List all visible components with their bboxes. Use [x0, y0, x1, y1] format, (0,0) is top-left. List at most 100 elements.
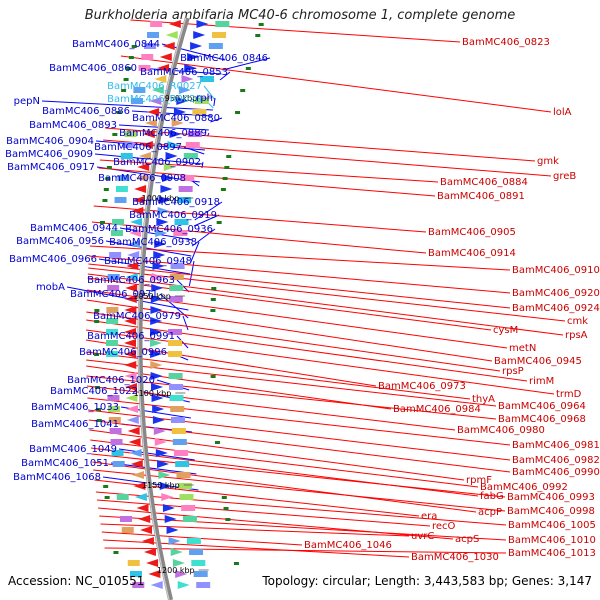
gene-block	[119, 516, 132, 522]
forward-gene-arrow	[177, 581, 190, 589]
left-gene-label[interactable]: BamMC406_1051	[21, 458, 109, 469]
right-gene-label[interactable]: BamMC406_0980	[457, 425, 545, 436]
right-gene-label[interactable]: BamMC406_0924	[512, 303, 600, 314]
right-gene-label[interactable]: BamMC406_0968	[498, 414, 586, 425]
left-gene-label[interactable]: BamMC406_1041	[31, 419, 119, 430]
left-gene-label[interactable]: pepN	[14, 96, 40, 107]
right-gene-label[interactable]: rpmF	[466, 475, 492, 486]
left-gene-label[interactable]: BamMC406_0938	[109, 237, 197, 248]
right-gene-label[interactable]: BamMC406_0823	[462, 37, 550, 48]
right-gene-label[interactable]: BamMC406_0884	[440, 177, 528, 188]
right-gene-label[interactable]: BamMC406_0973	[378, 381, 466, 392]
left-gene-label[interactable]: BamMC406_0991	[87, 331, 175, 342]
left-gene-label[interactable]: BamMC406_0902	[113, 157, 201, 168]
right-gene-label[interactable]: BamMC406_0920	[512, 288, 600, 299]
right-gene-label[interactable]: BamMC406_0998	[507, 506, 595, 517]
right-gene-label[interactable]: lolA	[553, 107, 572, 118]
left-gene-label[interactable]: BamMC406_0860	[49, 63, 137, 74]
right-gene-label[interactable]: BamMC406_0945	[494, 356, 582, 367]
forward-gene-arrow	[150, 317, 163, 325]
right-gene-label[interactable]: BamMC406_0905	[428, 227, 516, 238]
reverse-gene-arrow	[140, 526, 153, 534]
left-gene-label[interactable]: BamMC406_0909	[5, 149, 93, 160]
left-gene-label[interactable]: BamMC406_0944	[30, 223, 118, 234]
left-gene-label[interactable]: BamMC406_0966	[9, 254, 97, 265]
gene-features	[94, 20, 264, 589]
left-gene-label[interactable]: BamMC406_0908	[98, 173, 186, 184]
right-leader-line	[90, 447, 479, 497]
left-gene-label[interactable]: BamMC406_1022	[50, 386, 138, 397]
right-gene-label[interactable]: acpP	[478, 507, 502, 518]
right-gene-label[interactable]: BamMC406_0984	[393, 404, 481, 415]
left-gene-label[interactable]: BamMC406_0996	[79, 347, 167, 358]
left-leader-line	[41, 100, 213, 111]
right-gene-label[interactable]: gmk	[537, 156, 559, 167]
reverse-gene-arrow	[136, 504, 149, 512]
right-gene-label[interactable]: cmk	[567, 316, 588, 327]
left-leader-line	[203, 85, 216, 101]
left-gene-label[interactable]: BamMC406_0963	[87, 275, 175, 286]
left-gene-label[interactable]: BamMC406_0948	[104, 256, 192, 267]
left-gene-label[interactable]: BamMC406_1068	[13, 472, 101, 483]
left-gene-label[interactable]: BamMC406_R0028	[107, 94, 202, 105]
right-gene-label[interactable]: rimM	[529, 376, 554, 387]
right-leader-line	[100, 523, 410, 537]
right-gene-label[interactable]: acpS	[455, 534, 479, 545]
left-gene-label[interactable]: BamMC406_0919	[129, 210, 217, 221]
left-gene-label[interactable]: BamMC406_1049	[29, 444, 117, 455]
left-gene-label[interactable]: BamMC406_1020	[67, 375, 155, 386]
right-gene-label[interactable]: BamMC406_0981	[512, 440, 600, 451]
right-gene-label[interactable]: BamMC406_1046	[304, 540, 392, 551]
right-gene-label[interactable]: BamMC406_0914	[428, 248, 516, 259]
right-gene-label[interactable]: trmD	[556, 389, 582, 400]
right-gene-label[interactable]: BamMC406_0891	[437, 191, 525, 202]
right-gene-label[interactable]: BamMC406_1013	[508, 548, 596, 559]
left-gene-label[interactable]: BamMC406_0918	[132, 197, 220, 208]
left-gene-label[interactable]: BamMC406_0917	[7, 162, 95, 173]
left-gene-label[interactable]: BamMC406_1033	[31, 402, 119, 413]
left-gene-label[interactable]: BamMC406_0904	[6, 136, 94, 147]
left-gene-label[interactable]: BamMC406_R0027	[107, 81, 202, 92]
reverse-gene-arrow	[132, 196, 145, 204]
right-gene-label[interactable]: BamMC406_0964	[498, 401, 586, 412]
left-gene-label[interactable]: mobA	[36, 282, 65, 293]
left-gene-label[interactable]: BamMC406_0893	[29, 120, 117, 131]
right-gene-label[interactable]: BamMC406_0993	[507, 492, 595, 503]
right-gene-label[interactable]: era	[421, 511, 437, 522]
right-gene-label[interactable]: BamMC406_0992	[480, 482, 568, 493]
forward-gene-arrow	[175, 570, 188, 578]
left-gene-label[interactable]: BamMC406_0956	[16, 236, 104, 247]
right-leader-line	[103, 139, 552, 177]
right-gene-label[interactable]: rpsP	[502, 366, 524, 377]
left-gene-label[interactable]: rph	[196, 93, 213, 104]
right-gene-label[interactable]: thyA	[472, 394, 495, 405]
right-gene-label[interactable]: recO	[432, 521, 456, 532]
gene-block	[117, 175, 130, 181]
left-gene-label[interactable]: BamMC406_0886	[42, 106, 130, 117]
left-gene-label[interactable]: BamMC406_0897	[94, 142, 182, 153]
right-gene-label[interactable]: BamMC406_1030	[411, 552, 499, 563]
right-gene-label[interactable]: fabG	[480, 491, 504, 502]
left-gene-label[interactable]: BamMC406_0936	[125, 224, 213, 235]
left-gene-label[interactable]: BamMC406_0979	[93, 311, 181, 322]
right-gene-label[interactable]: BamMC406_1005	[508, 520, 596, 531]
reverse-gene-arrow	[124, 339, 137, 347]
left-gene-label[interactable]: BamMC406_0844	[72, 39, 160, 50]
left-gene-label[interactable]: BamMC406_0880	[132, 113, 220, 124]
right-gene-label[interactable]: BamMC406_0990	[512, 467, 600, 478]
right-gene-label[interactable]: cysM	[493, 325, 518, 336]
right-gene-label[interactable]: greB	[553, 171, 576, 182]
reverse-gene-arrow	[124, 383, 137, 391]
right-gene-label[interactable]: metN	[509, 343, 536, 354]
right-gene-label[interactable]: BamMC406_0910	[512, 265, 600, 276]
right-gene-label[interactable]: rpsA	[565, 330, 588, 341]
left-gene-label[interactable]: BamMC406_0846	[180, 53, 268, 64]
left-gene-label[interactable]: BamMC406_0853	[140, 67, 228, 78]
right-gene-label[interactable]: uvrC	[411, 531, 434, 542]
left-gene-label[interactable]: BamMC406_0971	[70, 289, 158, 300]
tick-mark	[211, 287, 217, 290]
right-gene-label[interactable]: BamMC406_1010	[508, 535, 596, 546]
left-gene-label[interactable]: BamMC406_0889	[119, 128, 207, 139]
right-gene-label[interactable]: BamMC406_0982	[512, 455, 600, 466]
